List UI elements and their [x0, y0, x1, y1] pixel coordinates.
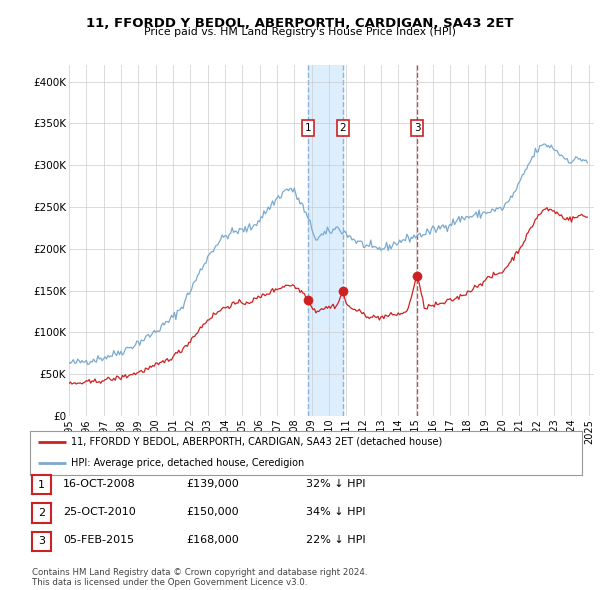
Text: Contains HM Land Registry data © Crown copyright and database right 2024.
This d: Contains HM Land Registry data © Crown c…: [32, 568, 367, 587]
Bar: [308, 65, 343, 416]
Text: 22% ↓ HPI: 22% ↓ HPI: [306, 536, 365, 545]
Text: 32% ↓ HPI: 32% ↓ HPI: [306, 479, 365, 489]
Text: HPI: Average price, detached house, Ceredigion: HPI: Average price, detached house, Cere…: [71, 458, 305, 467]
Text: 11, FFORDD Y BEDOL, ABERPORTH, CARDIGAN, SA43 2ET: 11, FFORDD Y BEDOL, ABERPORTH, CARDIGAN,…: [86, 17, 514, 30]
Text: 2: 2: [38, 508, 45, 518]
Text: 11, FFORDD Y BEDOL, ABERPORTH, CARDIGAN, SA43 2ET (detached house): 11, FFORDD Y BEDOL, ABERPORTH, CARDIGAN,…: [71, 437, 443, 447]
Text: 16-OCT-2008: 16-OCT-2008: [63, 479, 136, 489]
Text: 1: 1: [305, 123, 311, 133]
Text: 3: 3: [414, 123, 421, 133]
Text: 34% ↓ HPI: 34% ↓ HPI: [306, 507, 365, 517]
Text: 2: 2: [340, 123, 346, 133]
Text: 05-FEB-2015: 05-FEB-2015: [63, 536, 134, 545]
Text: £139,000: £139,000: [186, 479, 239, 489]
Text: 3: 3: [38, 536, 45, 546]
Text: 1: 1: [38, 480, 45, 490]
Text: £150,000: £150,000: [186, 507, 239, 517]
Text: Price paid vs. HM Land Registry's House Price Index (HPI): Price paid vs. HM Land Registry's House …: [144, 27, 456, 37]
Text: £168,000: £168,000: [186, 536, 239, 545]
Text: 25-OCT-2010: 25-OCT-2010: [63, 507, 136, 517]
